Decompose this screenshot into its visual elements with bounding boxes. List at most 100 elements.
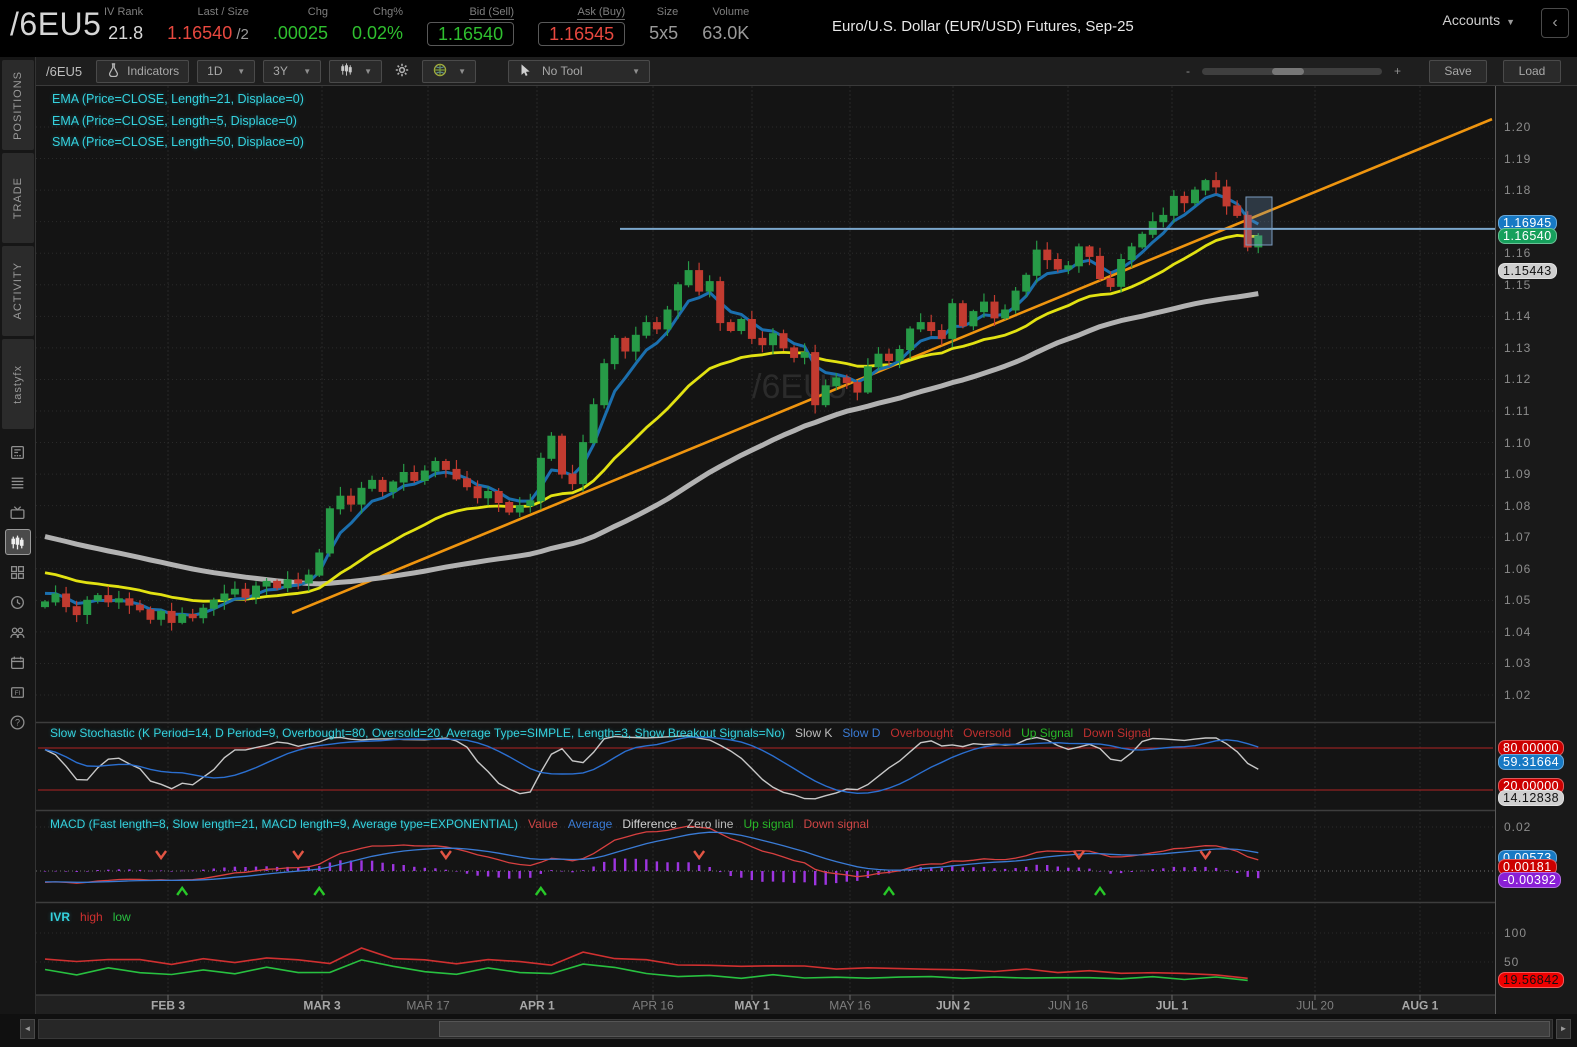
grid-icon[interactable] — [5, 559, 31, 585]
legend-ema5[interactable]: EMA (Price=CLOSE, Length=5, Displace=0) — [52, 113, 297, 128]
indicators-label: Indicators — [127, 64, 180, 78]
price-tick-label: 1.14 — [1504, 309, 1532, 324]
forex-info-icon[interactable]: FI — [5, 679, 31, 705]
sidebar-tab-label: tastyfx — [12, 364, 24, 404]
price-tick-label: 1.13 — [1504, 340, 1532, 355]
stoch-legend-up-signal: Up Signal — [1021, 726, 1074, 740]
date-axis-label: MAY 16 — [829, 999, 871, 1013]
news-icon[interactable] — [5, 439, 31, 465]
down-signal-arrow — [1072, 850, 1085, 861]
sidebar-tab-positions[interactable]: POSITIONS — [2, 60, 34, 150]
help-icon[interactable]: ? — [5, 709, 31, 735]
scrollbar-thumb[interactable] — [439, 1021, 1550, 1037]
collapse-panel-button[interactable]: ‹ — [1541, 8, 1569, 38]
date-axis-label: AUG 1 — [1402, 999, 1439, 1013]
indicators-button[interactable]: Indicators — [96, 59, 190, 83]
timeframe-select[interactable]: 1D ▼ — [197, 59, 256, 83]
price-tick-label: 1.20 — [1504, 120, 1532, 134]
globe-grid-icon — [432, 62, 448, 81]
save-button[interactable]: Save — [1429, 59, 1487, 83]
stat-value[interactable]: 1.16545 — [538, 22, 626, 46]
stochastic-title-row: Slow Stochastic (K Period=14, D Period=9… — [50, 726, 1151, 740]
macd-tick-label: 0.02 — [1504, 820, 1532, 834]
date-axis-label: JUN 16 — [1048, 999, 1088, 1013]
legend-sma50[interactable]: SMA (Price=CLOSE, Length=50, Displace=0) — [52, 135, 304, 149]
load-button[interactable]: Load — [1503, 59, 1561, 83]
stoch-legend-overbought: Overbought — [890, 726, 954, 740]
chevron-down-icon: ▼ — [237, 66, 246, 76]
price-axis[interactable]: 1.20 1.19 1.18 1.16 1.15 1.14 1.13 1.12 1.11 1.10… — [1495, 86, 1577, 1014]
tool-value: No Tool — [542, 64, 583, 78]
header-stat-ask-buy-: Ask (Buy) 1.16545 — [538, 4, 626, 46]
stat-label: IV Rank — [104, 6, 144, 18]
candle-selection-box — [1245, 196, 1273, 246]
stat-value[interactable]: 1.16540 — [427, 22, 515, 46]
date-axis-label: APR 1 — [519, 999, 555, 1013]
macd-average-line — [45, 831, 1259, 883]
date-axis-label: JUN 2 — [936, 999, 970, 1013]
up-signal-arrow — [176, 885, 189, 896]
scroll-right-button[interactable]: ► — [1556, 1019, 1571, 1039]
price-tick-label: 1.06 — [1504, 561, 1532, 576]
sidebar-tab-label: TRADE — [12, 176, 24, 220]
macd-value-line — [44, 825, 1259, 884]
price-tick-label: 1.08 — [1504, 498, 1532, 513]
date-axis-label: FEB 3 — [151, 999, 185, 1013]
zoom-in-button[interactable]: + — [1393, 64, 1401, 78]
price-tick-label: 1.16 — [1504, 246, 1532, 261]
grid-style-select[interactable]: ▼ — [422, 59, 477, 83]
header-stat-last-size: Last / Size 1.16540 /2 — [167, 4, 249, 48]
sidebar-tab-tastyfx[interactable]: tastyfx — [2, 339, 34, 429]
scroll-left-button[interactable]: ◄ — [20, 1019, 35, 1039]
sidebar-tab-trade[interactable]: TRADE — [2, 153, 34, 243]
zoom-out-button[interactable]: - — [1185, 64, 1190, 78]
video-icon[interactable] — [5, 499, 31, 525]
stochastic-title[interactable]: Slow Stochastic (K Period=14, D Period=9… — [50, 726, 785, 740]
range-select[interactable]: 3Y ▼ — [263, 59, 322, 83]
accounts-menu[interactable]: Accounts ▼ — [1442, 12, 1515, 28]
sidebar-icons: FI? — [0, 439, 35, 739]
price-tick-label: 1.12 — [1504, 372, 1532, 387]
ema5-line — [44, 192, 1260, 617]
date-axis-label: JUL 20 — [1296, 999, 1334, 1013]
settings-button[interactable] — [390, 60, 414, 83]
chart-area[interactable]: /6EU5 FEB 3 MAR 3 MAR 17 APR 1 APR 16 MAY 1 MAY… — [36, 86, 1495, 1014]
chevron-down-icon: ▼ — [632, 66, 641, 76]
chart-toolbar: /6EU5 Indicators 1D ▼ 3Y ▼ ▼ ▼ No Tool ▼ - — [36, 57, 1577, 86]
ivr-high-line — [44, 947, 1248, 980]
macd-legend-average: Average — [567, 817, 613, 831]
toolbar-symbol: /6EU5 — [46, 63, 83, 79]
macd-title[interactable]: MACD (Fast length=8, Slow length=21, MAC… — [50, 817, 519, 831]
scrollbar-track[interactable] — [38, 1019, 1553, 1039]
up-signal-arrow — [883, 885, 895, 896]
community-icon[interactable] — [5, 619, 31, 645]
history-icon[interactable] — [5, 589, 31, 615]
price-tick-label: 1.11 — [1504, 404, 1531, 418]
sidebar-tab-activity[interactable]: ACTIVITY — [2, 246, 34, 336]
price-axis-badge: 1.15443 — [1498, 262, 1557, 279]
up-signal-arrow — [534, 885, 547, 896]
legend-ema21[interactable]: EMA (Price=CLOSE, Length=21, Displace=0) — [52, 92, 304, 106]
timeframe-value: 1D — [207, 64, 223, 78]
range-value: 3Y — [273, 64, 288, 78]
watchlist-icon[interactable] — [5, 469, 31, 495]
calendar-icon[interactable] — [5, 649, 31, 675]
price-tick-label: 1.05 — [1504, 593, 1532, 608]
zoom-slider[interactable] — [1201, 67, 1382, 75]
chart-scrollbar: ◄ ► — [0, 1014, 1577, 1047]
ivr-title[interactable]: IVR — [50, 910, 71, 924]
candles-layer — [41, 172, 1263, 631]
sma50-line — [44, 291, 1259, 587]
zoom-slider-thumb[interactable] — [1271, 67, 1304, 75]
macd-histogram — [43, 858, 1260, 886]
down-signal-arrow — [1199, 850, 1212, 861]
down-signal-arrow — [292, 850, 305, 861]
price-tick-label: 1.04 — [1504, 624, 1532, 639]
macd-legend-up-signal: Up signal — [743, 817, 794, 831]
drawing-tool-select[interactable]: No Tool ▼ — [508, 59, 651, 83]
chart-type-select[interactable]: ▼ — [329, 59, 383, 83]
svg-text:?: ? — [15, 717, 20, 727]
chart-icon[interactable] — [4, 529, 31, 555]
stat-value: 1.16540 /2 — [167, 23, 249, 43]
